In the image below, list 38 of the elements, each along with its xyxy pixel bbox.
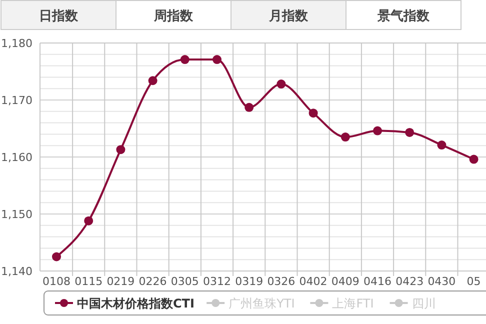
- point: [52, 252, 61, 262]
- text: 景气指数: [376, 9, 430, 24]
- x-tick-label: 0402: [299, 275, 328, 288]
- point: [340, 132, 350, 142]
- text: 月指数: [268, 9, 309, 24]
- x-tick-label: 0115: [74, 275, 103, 288]
- x-tick-label: 05: [466, 275, 481, 288]
- x-tick-label: 0219: [106, 275, 135, 288]
- x-tick-label: 0319: [235, 275, 264, 288]
- point: [244, 102, 254, 112]
- point: [308, 108, 318, 118]
- x-tick-label: 0312: [203, 275, 231, 288]
- legend-label: 中国木材价格指数CTI: [77, 296, 194, 310]
- x-tick-label: 0409: [331, 275, 360, 288]
- point: [116, 145, 126, 154]
- point: [212, 55, 222, 64]
- y-tick-label: 1,180: [1, 37, 32, 50]
- x-tick-label: 0326: [267, 275, 296, 288]
- y-tick-label: 1,160: [1, 151, 32, 164]
- point: [180, 55, 190, 64]
- point: [373, 126, 382, 136]
- point: [437, 140, 446, 150]
- point: [276, 80, 286, 89]
- x-tick-label: 0108: [42, 275, 70, 288]
- x-tick-label: 0226: [138, 275, 167, 288]
- x-tick-label: 0423: [396, 275, 424, 288]
- y-tick-label: 1,150: [1, 208, 32, 221]
- point: [469, 154, 478, 164]
- x-tick-label: 0305: [170, 275, 199, 288]
- text: 日指数: [39, 9, 79, 24]
- text: 周指数: [153, 9, 194, 24]
- x-tick-label: 0430: [428, 275, 456, 288]
- point: [148, 76, 158, 86]
- y-tick-label: 1,170: [1, 94, 32, 107]
- x-tick-label: 0416: [364, 275, 392, 288]
- point: [84, 216, 94, 226]
- y-tick-label: 1,140: [1, 265, 32, 278]
- point: [405, 128, 414, 137]
